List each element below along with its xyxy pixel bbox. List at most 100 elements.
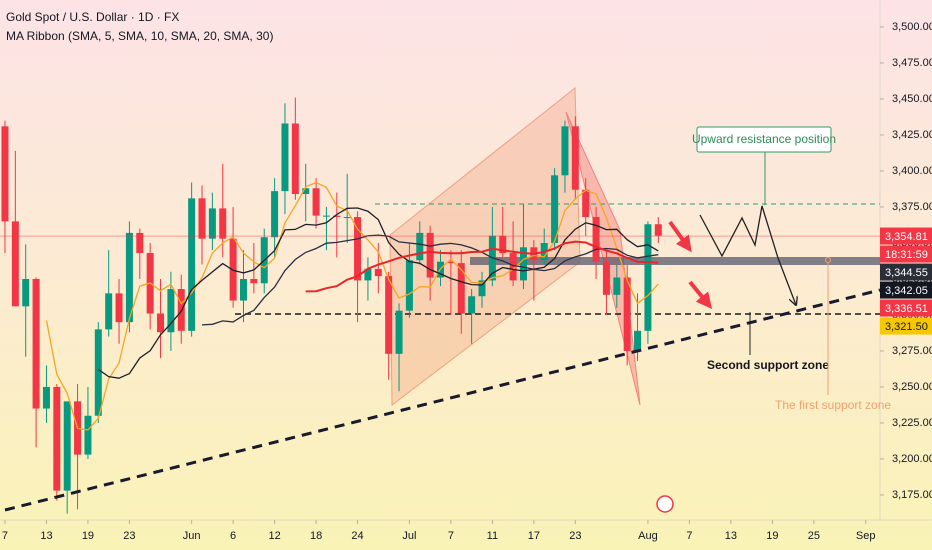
price-label-box [880,245,932,263]
y-tick-label: 3,225.00 [892,417,932,429]
ma-line [201,234,659,326]
x-tick-label: 13 [40,530,52,542]
candle-body [136,232,144,254]
price-label: 3,344.55 [885,267,928,279]
candle-body [94,329,102,416]
candle-body [644,224,652,331]
annotation: Upward resistance position [692,132,836,146]
candle-body [385,276,393,354]
candle-body [468,296,476,314]
x-tick-label: 24 [351,530,363,542]
y-tick-label: 3,475.00 [892,57,932,69]
x-tick-label: 7 [686,530,692,542]
price-label: 3,321.50 [885,321,928,333]
candle-body [634,330,642,351]
x-tick-label: 19 [82,530,94,542]
trendline [4,288,881,512]
support-band [470,257,880,265]
annotation: Second support zone [707,358,829,372]
candle-body [623,277,631,351]
x-tick-label: 25 [808,530,820,542]
candle-body [354,217,362,281]
candle-body [157,313,165,333]
price-label-box [880,299,932,317]
chart-subtitle: MA Ribbon (SMA, 5, SMA, 10, SMA, 20, SMA… [6,29,273,43]
candle-body [105,293,113,330]
candle-body [84,415,92,455]
arrow-down [688,280,713,309]
y-tick-label: 3,375.00 [892,201,932,213]
y-tick-label: 3,425.00 [892,129,932,141]
candle-body [115,293,123,323]
ma-line [97,207,659,379]
x-tick-label: 17 [528,530,540,542]
price-label: 18:31:59 [885,249,928,261]
y-tick-label: 3,175.00 [892,489,932,501]
x-tick-label: 12 [268,530,280,542]
candle-body [571,126,579,190]
price-label-box [880,263,932,281]
price-label-box [880,281,932,299]
candle-body [281,123,289,192]
candle-body [188,198,196,331]
x-tick-label: 7 [448,530,454,542]
y-tick-label: 3,250.00 [892,381,932,393]
candle-body [405,260,413,311]
callout-box [696,126,832,153]
x-tick-label: Aug [638,530,658,542]
y-tick-label: 3,500.00 [892,21,932,33]
candle-body [478,280,486,297]
candle-body [416,232,424,261]
annotation: The first support zone [775,398,891,412]
ma-line [305,240,659,293]
x-tick-label: Jul [402,530,416,542]
price-label-box [880,227,932,245]
price-label: 3,336.51 [885,303,928,315]
candle-body [198,198,206,239]
falling-wedge [565,111,641,406]
candle-body [613,277,621,295]
y-tick-label: 3,275.00 [892,345,932,357]
candle-body [447,261,455,264]
candle-body [250,278,258,284]
candle-body [271,191,279,238]
candle-body [125,232,133,323]
candle-body [302,188,310,195]
candle-body [499,235,507,254]
candle-body [291,123,299,195]
candle-body [22,278,30,307]
x-tick-label: 19 [766,530,778,542]
x-tick-label: 23 [569,530,581,542]
candle-body [1,126,9,222]
candle-body [551,175,559,243]
candle-body [312,188,320,216]
x-tick-label: 18 [310,530,322,542]
candle-body [63,401,71,491]
plot [0,97,880,514]
price-label: 3,354.81 [885,231,928,243]
candle-body [426,232,434,278]
x-tick-label: 6 [230,530,236,542]
y-tick-label: 3,200.00 [892,453,932,465]
candle-body [519,247,527,281]
candle-body [582,189,590,218]
axes: 3,175.00 3,200.00 3,225.00 3,250.00 3,275.00… [2,21,932,542]
callout-dot [825,257,831,263]
x-tick-label: Sep [856,530,876,542]
arrow-down [668,220,692,253]
drawings-under [235,86,880,406]
candle-body [239,278,247,301]
price-label: 3,342.05 [885,285,928,297]
drawings-over: Upward resistance position Second suppor… [4,126,891,513]
x-tick-label: 23 [123,530,135,542]
candle-body [53,386,61,491]
candle-body [654,224,662,236]
x-tick-label: 13 [725,530,737,542]
candle-body [343,217,351,219]
candle-body [602,261,610,295]
candle-body [208,208,216,239]
candle-body [561,126,569,176]
candle-body [219,208,227,239]
candle-body [322,215,330,217]
candle-body [32,278,40,409]
